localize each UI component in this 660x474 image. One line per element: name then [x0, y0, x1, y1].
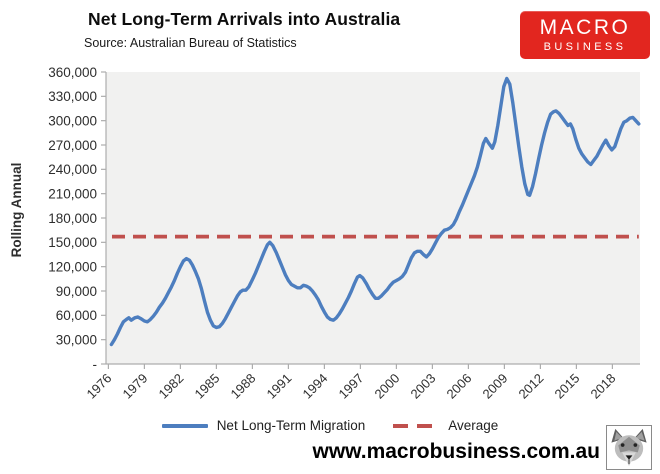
y-tick-label: 180,000: [48, 211, 97, 226]
brand-line1: MACRO: [539, 16, 631, 39]
macrobusiness-logo: MACRO BUSINESS: [520, 11, 650, 59]
y-tick-label: 240,000: [48, 162, 97, 177]
x-tick-label: 1994: [299, 371, 330, 402]
y-axis-title: Rolling Annual: [9, 163, 24, 258]
y-tick-label: 90,000: [56, 284, 97, 299]
x-tick-label: 2006: [443, 371, 474, 402]
chart-source-subtitle: Source: Australian Bureau of Statistics: [84, 36, 297, 50]
brand-line2: BUSINESS: [543, 41, 627, 53]
y-tick-label: 210,000: [48, 187, 97, 202]
y-tick-label: 300,000: [48, 114, 97, 129]
legend-item-average: Average: [393, 418, 498, 433]
y-tick-label: 360,000: [48, 65, 97, 80]
y-tick-label: 270,000: [48, 138, 97, 153]
x-tick-label: 2003: [407, 371, 438, 402]
page-title: Net Long-Term Arrivals into Australia: [88, 9, 401, 29]
x-tick-label: 1985: [191, 371, 222, 402]
x-tick-label: 2018: [587, 371, 618, 402]
net-long-term-migration-line: [109, 76, 641, 347]
x-tick-label: 1988: [227, 371, 258, 402]
x-tick-label: 1979: [119, 371, 150, 402]
wolf-logo-frame: [606, 425, 652, 470]
x-tick-label: 2012: [515, 371, 546, 402]
chart-svg: 360,000 330,000 300,000 270,000 240,000 210,0…: [9, 65, 641, 402]
plot-area: [106, 72, 640, 364]
legend-item-net-migration: Net Long-Term Migration: [161, 418, 366, 433]
legend-label: Average: [448, 418, 499, 433]
y-tick-label: 330,000: [48, 89, 97, 104]
x-tick-label: 2000: [371, 371, 402, 402]
legend-label: Net Long-Term Migration: [216, 418, 366, 433]
legend-dashed-line-swatch: [393, 423, 440, 428]
x-tick-label: 1976: [83, 371, 114, 402]
y-tick-label: 150,000: [48, 235, 97, 250]
y-tick-label: -: [93, 357, 98, 372]
wolf-head-icon: [607, 426, 651, 469]
x-tick-label: 1991: [263, 371, 294, 402]
website-url: www.macrobusiness.com.au: [312, 440, 600, 463]
x-tick-label: 2015: [551, 371, 582, 402]
x-tick-label: 2009: [479, 371, 510, 402]
y-tick-label: 60,000: [56, 308, 97, 323]
chart-legend: Net Long-Term Migration Average: [0, 418, 660, 433]
y-tick-label: 120,000: [48, 260, 97, 275]
x-tick-label: 1997: [335, 371, 366, 402]
legend-solid-line-swatch: [161, 423, 208, 428]
y-tick-label: 30,000: [56, 333, 97, 348]
x-tick-label: 1982: [155, 371, 186, 402]
